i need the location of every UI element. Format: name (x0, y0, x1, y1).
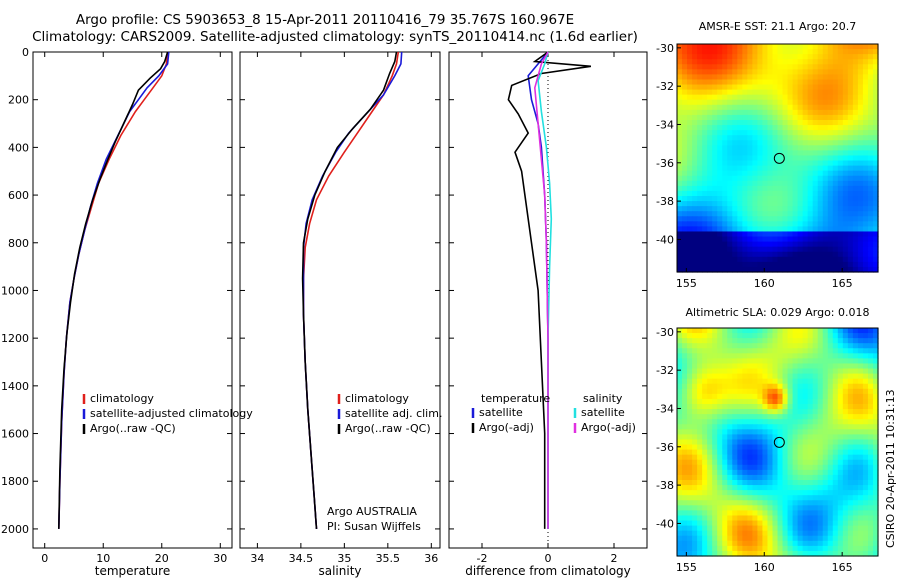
map-title: AMSR-E SST: 21.1 Argo: 20.7 (699, 20, 857, 33)
map-y-tick-label: -30 (656, 42, 674, 55)
map-frame (676, 327, 879, 557)
map-title: Altimetric SLA: 0.029 Argo: 0.018 (685, 306, 869, 319)
x-tick-label: 35 (337, 552, 351, 565)
map-y-tick-label: -36 (656, 157, 674, 170)
map-y-tick-label: -38 (656, 195, 674, 208)
x-tick-label: 10 (96, 552, 110, 565)
x-tick-label: 20 (155, 552, 169, 565)
series-line-satellite-adjusted-climatology (58, 51, 170, 529)
figure-title-line-1: Argo profile: CS 5903653_8 15-Apr-2011 2… (75, 12, 575, 28)
x-tick-label: 36 (424, 552, 438, 565)
x-tick-label: 0 (41, 552, 48, 565)
y-tick-label: 0 (22, 46, 29, 59)
x-tick-label: 2 (611, 552, 618, 565)
series-line-argo (301, 51, 398, 529)
y-tick-label: 1800 (1, 475, 29, 488)
salinity-legend-label: Argo(..raw -QC) (345, 422, 431, 435)
pi-annotation: PI: Susan Wijffels (327, 520, 421, 533)
argo-location-marker (773, 152, 785, 164)
map-y-tick-label: -30 (656, 326, 674, 339)
y-tick-label: 200 (8, 94, 29, 107)
salinity-legend-label: satellite adj. clim. (345, 407, 442, 420)
salinity-legend-label: climatology (345, 392, 409, 405)
panel-frame-1 (239, 51, 441, 549)
map-x-tick-label: 160 (754, 277, 775, 290)
series-line-temperature-argo-adj- (507, 51, 592, 529)
panel-frame-0 (32, 51, 233, 549)
y-tick-label: 1600 (1, 428, 29, 441)
temperature-legend-label: Argo(..raw -QC) (90, 422, 176, 435)
x-tick-label: -2 (477, 552, 488, 565)
diff-legend-title-salinity: salinity (583, 392, 623, 405)
map-y-tick-label: -32 (656, 364, 674, 377)
map-x-tick-label: 160 (754, 561, 775, 574)
map-frame (676, 43, 879, 273)
map-y-tick-label: -40 (656, 517, 674, 530)
y-tick-label: 600 (8, 189, 29, 202)
series-line-salinity-argo-adj- (533, 51, 549, 529)
series-line-salinity-satellite (537, 51, 553, 529)
x-axis-label: difference from climatology (465, 564, 631, 578)
sst-field (677, 44, 879, 273)
map-y-tick-label: -32 (656, 80, 674, 93)
y-tick-label: 400 (8, 141, 29, 154)
temperature-legend-label: satellite-adjusted climatology (90, 407, 253, 420)
map-y-tick-label: -36 (656, 441, 674, 454)
y-tick-label: 1400 (1, 380, 29, 393)
diff-legend-temperature-label: satellite (479, 406, 523, 419)
argo-annotation: Argo AUSTRALIA (327, 505, 417, 518)
y-tick-label: 1000 (1, 284, 29, 297)
x-tick-label: 30 (213, 552, 227, 565)
x-tick-label: 34.5 (289, 552, 314, 565)
diff-legend-salinity-label: Argo(-adj) (581, 421, 636, 434)
x-tick-label: 0 (545, 552, 552, 565)
series-line-climatology (302, 51, 400, 529)
x-axis-label: temperature (95, 564, 170, 578)
series-line-argo (58, 51, 169, 529)
sla-field (677, 328, 879, 557)
map-x-tick-label: 165 (832, 561, 853, 574)
map-y-tick-label: -34 (656, 118, 674, 131)
x-tick-label: 35.5 (376, 552, 401, 565)
diff-legend-title-temperature: temperature (481, 392, 550, 405)
series-line-climatology (58, 51, 169, 529)
map-y-tick-label: -34 (656, 402, 674, 415)
map-y-tick-label: -38 (656, 479, 674, 492)
y-tick-label: 2000 (1, 523, 29, 536)
diff-legend-temperature-label: Argo(-adj) (479, 421, 534, 434)
temperature-legend-label: climatology (90, 392, 154, 405)
x-tick-label: 34 (250, 552, 264, 565)
x-axis-label: salinity (318, 564, 361, 578)
diff-legend-salinity-label: satellite (581, 406, 625, 419)
map-x-tick-label: 165 (832, 277, 853, 290)
map-x-tick-label: 155 (676, 561, 697, 574)
map-x-tick-label: 155 (676, 277, 697, 290)
y-tick-label: 800 (8, 237, 29, 250)
figure-title-line-2: Climatology: CARS2009. Satellite-adjuste… (32, 29, 638, 45)
y-tick-label: 1200 (1, 332, 29, 345)
argo-location-marker (773, 436, 785, 448)
map-y-tick-label: -40 (656, 233, 674, 246)
series-line-satellite-adj-clim- (302, 51, 403, 529)
